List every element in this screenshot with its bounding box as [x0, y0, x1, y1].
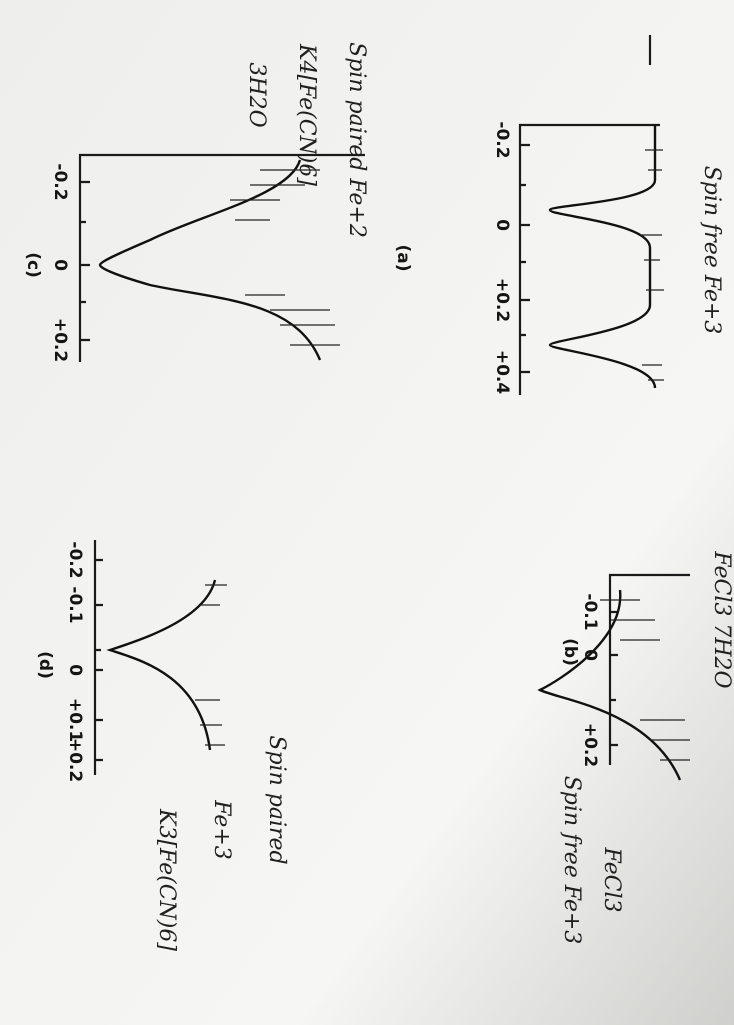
tick-label: 0: [65, 664, 85, 676]
ticks: [520, 143, 530, 374]
handwritten-note: K3[Fe(CN)6]: [154, 808, 179, 951]
handwritten-note: Spin free Fe+3: [699, 166, 724, 335]
panel-label: (d): [35, 651, 55, 679]
tick-label: 0: [492, 219, 512, 231]
ticks: [610, 610, 618, 747]
error-bars: [600, 599, 690, 761]
handwritten-note: Fe+3: [209, 799, 234, 860]
handwritten-note: Spin free Fe+3: [559, 776, 584, 945]
ticks: [95, 558, 103, 762]
spectrum: [98, 159, 322, 361]
axis: [608, 573, 690, 765]
handwritten-note: FeCl3: [599, 847, 624, 913]
spectrum: [537, 589, 682, 781]
handwritten-note: 3H2O: [244, 62, 269, 127]
tick-label: 0: [50, 259, 70, 271]
tick-label: +0.2: [65, 738, 85, 782]
tick-label: -0.2: [50, 163, 70, 200]
handwritten-note: K4[Fe(CN)6]: [294, 43, 319, 186]
panel-label: (b): [560, 638, 580, 666]
tick-label: +0.2: [580, 723, 600, 767]
tick-label: -0.1: [580, 593, 600, 630]
tick-label: +0.2: [492, 278, 512, 322]
panel-c: [78, 153, 365, 362]
error-bars: [640, 149, 664, 381]
tick-label: -0.2: [492, 121, 512, 158]
panel-b: [537, 573, 690, 781]
axis: [518, 123, 660, 395]
panel-label: (a): [393, 244, 413, 271]
tick-label: +0.2: [50, 318, 70, 362]
tick-label: -0.2: [65, 541, 85, 578]
panel-label: (c): [23, 252, 43, 278]
panel-d: [93, 540, 227, 775]
tick-label: -0.1: [65, 586, 85, 623]
handwritten-note: Spin paired: [264, 735, 289, 864]
axis: [78, 153, 365, 362]
panel-a: [518, 123, 664, 395]
ticks: [80, 180, 90, 342]
tick-label: +0.1: [65, 698, 85, 742]
error-bars: [195, 584, 227, 746]
handwritten-note: FeCl3 7H2O: [709, 550, 734, 688]
spectrum: [548, 125, 657, 389]
spectrum: [106, 579, 217, 751]
handwritten-note: Spin paired Fe+2: [344, 42, 369, 238]
error-bars: [230, 169, 340, 346]
tick-label: 0: [580, 649, 600, 661]
tick-label: +0.4: [492, 350, 512, 395]
